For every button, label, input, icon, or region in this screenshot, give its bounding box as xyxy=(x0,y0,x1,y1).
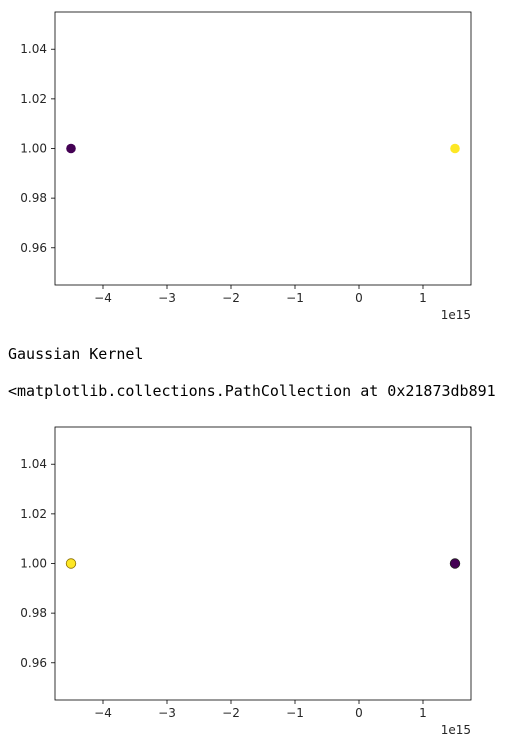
x-tick-label: −4 xyxy=(94,291,112,305)
x-tick-label: −1 xyxy=(286,706,304,720)
x-tick-label: −3 xyxy=(158,291,176,305)
x-tick-label: −2 xyxy=(222,291,240,305)
scatter-point xyxy=(450,143,460,154)
scatter-plot-bottom: −4 −3 −2 −1 0 1 0.96 0.98 1.00 1.02 1.04 1e15 xyxy=(0,415,521,752)
axes-frame xyxy=(54,426,472,701)
scatter-point xyxy=(449,558,461,569)
y-tick-label: 1.00 xyxy=(20,557,47,571)
y-tick-label: 0.96 xyxy=(20,656,47,670)
y-tick-label: 0.96 xyxy=(20,241,47,255)
x-tick-label: 0 xyxy=(355,291,363,305)
axes-frame xyxy=(54,11,472,286)
scatter-plot-top-svg: −4 −3 −2 −1 0 1 0.96 0.98 1.00 1.02 1.04 1e15 xyxy=(20,11,472,322)
scatter-plot-bottom-svg: −4 −3 −2 −1 0 1 0.96 0.98 1.00 1.02 1.04 1e15 xyxy=(20,426,472,737)
y-tick-label: 1.00 xyxy=(20,142,47,156)
y-tick-label: 1.04 xyxy=(20,42,47,56)
y-tick-label: 1.02 xyxy=(20,92,47,106)
scatter-plot-top: −4 −3 −2 −1 0 1 0.96 0.98 1.00 1.02 1.04 1e15 xyxy=(0,0,521,330)
x-offset-label: 1e15 xyxy=(441,723,471,737)
scatter-point xyxy=(66,143,76,154)
x-tick-label: −3 xyxy=(158,706,176,720)
y-tick-label: 1.02 xyxy=(20,507,47,521)
y-tick-label: 1.04 xyxy=(20,457,47,471)
x-tick-label: 0 xyxy=(355,706,363,720)
kernel-title-output: Gaussian Kernel xyxy=(8,345,144,363)
x-tick-label: −4 xyxy=(94,706,112,720)
y-tick-label: 0.98 xyxy=(20,191,47,205)
x-offset-label: 1e15 xyxy=(441,308,471,322)
scatter-point xyxy=(65,558,77,569)
x-tick-label: −2 xyxy=(222,706,240,720)
path-collection-repr-output: <matplotlib.collections.PathCollection a… xyxy=(8,382,496,400)
y-tick-label: 0.98 xyxy=(20,606,47,620)
x-tick-label: −1 xyxy=(286,291,304,305)
x-tick-label: 1 xyxy=(419,706,427,720)
x-tick-label: 1 xyxy=(419,291,427,305)
